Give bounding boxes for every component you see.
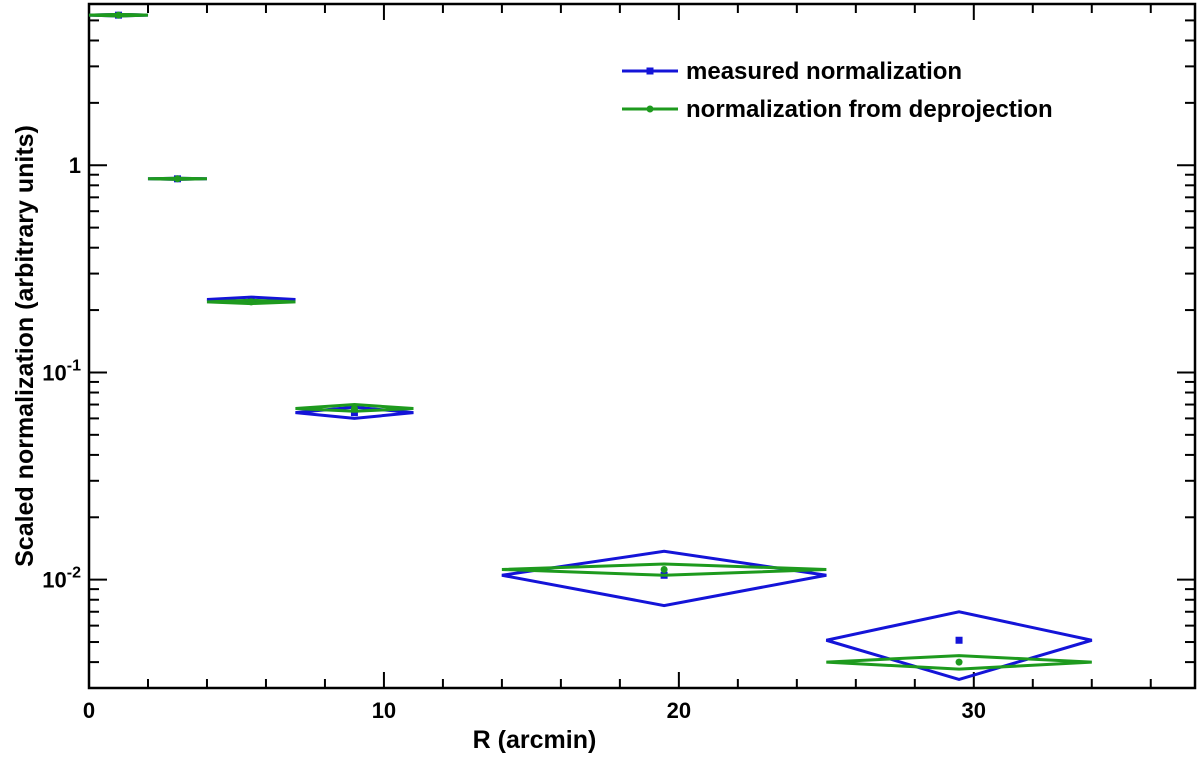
y-tick-exponent: -1 — [67, 357, 81, 374]
data-point-square — [955, 636, 963, 644]
legend-marker-circle — [646, 105, 654, 113]
error-diamond — [88, 12, 149, 18]
y-tick-base: 10 — [42, 360, 66, 385]
error-diamond — [206, 298, 296, 306]
x-axis-title: R (arcmin) — [473, 726, 597, 754]
error-diamond — [501, 562, 827, 577]
y-tick-label: 10-2 — [42, 565, 81, 593]
series-deprojection — [88, 11, 1092, 671]
error-diamond — [826, 654, 1092, 671]
x-tick-label: 10 — [372, 698, 396, 723]
data-point-circle — [247, 298, 255, 306]
plot-frame — [87, 2, 1197, 690]
y-tick-label: 10-1 — [42, 357, 81, 385]
error-diamond — [295, 403, 414, 413]
plot-area — [87, 2, 1197, 690]
data-series — [88, 11, 1093, 681]
data-point-circle — [660, 565, 668, 573]
y-tick-base: 10 — [42, 568, 66, 593]
data-point-circle — [350, 404, 358, 412]
legend-marker-square — [646, 67, 654, 75]
y-axis-title: Scaled normalization (arbitrary units) — [11, 125, 39, 567]
data-point-circle — [173, 175, 181, 183]
error-diamond — [147, 176, 208, 181]
data-point-circle — [955, 658, 963, 666]
y-tick-exponent: -2 — [67, 565, 81, 582]
x-tick-label: 20 — [667, 698, 691, 723]
error-diamond — [501, 549, 827, 608]
x-tick-label: 0 — [83, 698, 95, 723]
legend: measured normalization normalization from… — [622, 58, 1053, 123]
legend-label: normalization from deprojection — [686, 96, 1053, 123]
x-tick-label: 30 — [962, 698, 986, 723]
axis-ticks — [88, 3, 1195, 689]
data-point-circle — [114, 11, 122, 19]
y-tick-label: 1 — [69, 153, 81, 178]
legend-label: measured normalization — [686, 58, 962, 85]
